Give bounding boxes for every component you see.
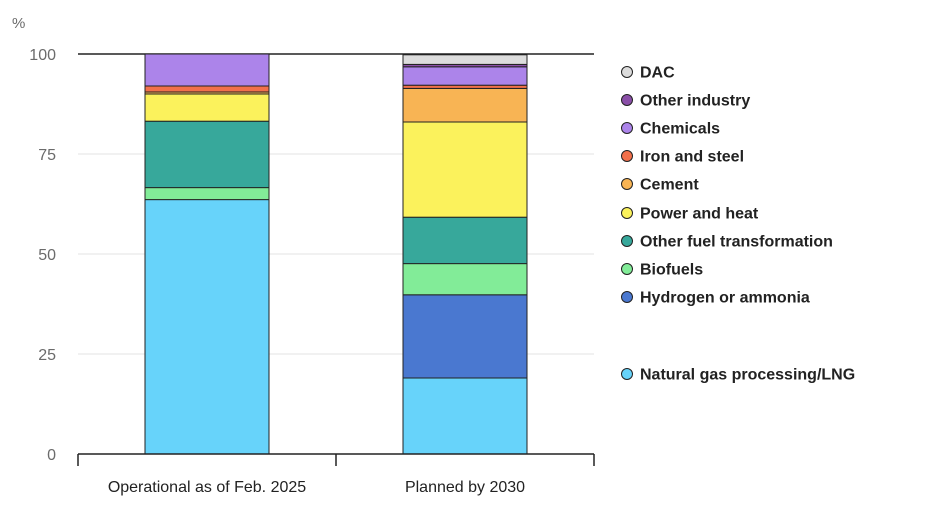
legend-item-iron-and-steel: Iron and steel: [621, 149, 744, 166]
legend-label-other-industry: Other industry: [640, 93, 750, 110]
y-axis-unit-label: %: [12, 15, 25, 32]
legend-swatch-natural-gas-processing-lng: [621, 368, 633, 380]
bar-stack-operational-as-of-feb-2025: [144, 53, 270, 455]
legend-swatch-cement: [621, 178, 633, 190]
legend-item-cement: Cement: [621, 177, 699, 194]
legend-swatch-iron-and-steel: [621, 150, 633, 162]
legend-swatch-power-and-heat: [621, 207, 633, 219]
legend-swatch-biofuels: [621, 263, 633, 275]
legend-label-power-and-heat: Power and heat: [640, 206, 759, 223]
legend-label-biofuels: Biofuels: [640, 262, 703, 279]
legend-swatch-other-industry: [621, 94, 633, 106]
legend-swatch-dac: [621, 66, 633, 78]
bar-stacks: [144, 53, 528, 455]
bar-segment-chemicals-0: [144, 53, 270, 87]
legend-item-hydrogen-or-ammonia: Hydrogen or ammonia: [621, 290, 810, 307]
legend-label-natural-gas-processing-lng: Natural gas processing/LNG: [640, 367, 855, 384]
bar-segment-other-fuel-transformation-1: [402, 216, 528, 265]
y-tick-label-25: 25: [38, 347, 56, 364]
legend-swatch-chemicals: [621, 122, 633, 134]
legend-label-cement: Cement: [640, 177, 699, 194]
bar-segment-power-and-heat-1: [402, 121, 528, 218]
bar-segment-hydrogen-or-ammonia-1: [402, 294, 528, 379]
legend-item-dac: DAC: [621, 65, 675, 82]
legend-label-iron-and-steel: Iron and steel: [640, 149, 744, 166]
x-tick-label-0: Operational as of Feb. 2025: [108, 479, 306, 496]
bar-segment-dac-1: [402, 54, 528, 65]
x-tick-label-1: Planned by 2030: [405, 479, 525, 496]
bar-segment-other-fuel-transformation-0: [144, 120, 270, 189]
bar-segment-power-and-heat-0: [144, 93, 270, 122]
legend-item-power-and-heat: Power and heat: [621, 206, 759, 223]
bar-segment-iron-and-steel-0: [144, 85, 270, 93]
y-tick-label-100: 100: [29, 47, 56, 64]
bar-stack-planned-by-2030: [402, 54, 528, 455]
y-tick-label-75: 75: [38, 147, 56, 164]
legend-label-other-fuel-transformation: Other fuel transformation: [640, 234, 833, 251]
y-tick-label-50: 50: [38, 247, 56, 264]
y-tick-label-0: 0: [47, 447, 56, 464]
legend-label-dac: DAC: [640, 65, 675, 82]
legend-label-chemicals: Chemicals: [640, 121, 720, 138]
legend-item-chemicals: Chemicals: [621, 121, 720, 138]
legend-swatch-other-fuel-transformation: [621, 235, 633, 247]
legend-item-other-industry: Other industry: [621, 93, 750, 110]
bar-segment-natural-gas-processing-lng-1: [402, 377, 528, 455]
bar-segment-chemicals-1: [402, 66, 528, 86]
axes: 0 25 50 75 100 Operational as of Feb. 2025 Pla…: [29, 47, 595, 496]
bar-segment-biofuels-0: [144, 187, 270, 201]
legend-item-biofuels: Biofuels: [621, 262, 703, 279]
bar-segment-biofuels-1: [402, 263, 528, 296]
legend-label-hydrogen-or-ammonia: Hydrogen or ammonia: [640, 290, 810, 307]
bar-segment-natural-gas-processing-lng-0: [144, 199, 270, 455]
legend-swatch-hydrogen-or-ammonia: [621, 291, 633, 303]
legend-item-natural-gas-processing-lng: Natural gas processing/LNG: [621, 367, 855, 384]
legend: DAC Other industry Chemicals Iron and steel…: [621, 65, 855, 384]
legend-item-other-fuel-transformation: Other fuel transformation: [621, 234, 833, 251]
bar-segment-cement-1: [402, 87, 528, 123]
